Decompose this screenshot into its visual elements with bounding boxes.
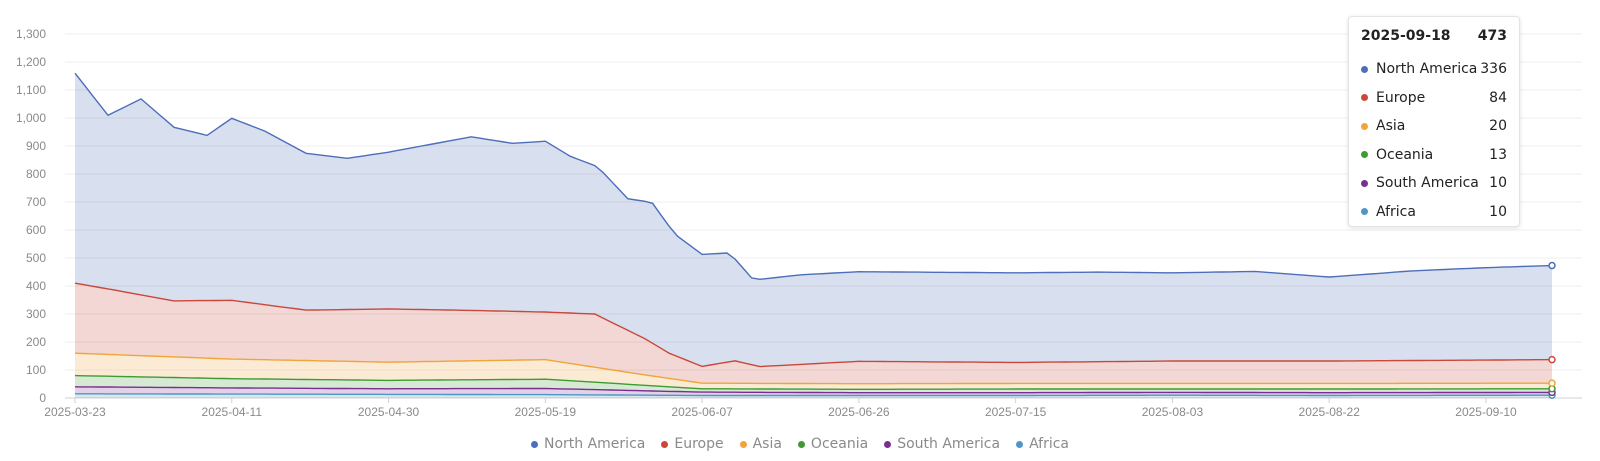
line-oceania (74, 374, 1552, 390)
tooltip-date: 2025-09-18 (1361, 28, 1451, 44)
area-europe (75, 283, 1552, 384)
tooltip: 2025-09-18 473 North America 336 Europe 84 A… (1348, 16, 1520, 227)
legend-item-asia[interactable]: Asia (739, 436, 782, 452)
tooltip-series-name: North America (1376, 61, 1478, 78)
marker-asia (1548, 379, 1556, 387)
x-tick-label: 2025-07-15 (985, 405, 1047, 419)
y-tick-label: 300 (26, 307, 46, 321)
tooltip-series-value: 10 (1489, 175, 1507, 192)
x-tick-label: 2025-09-10 (1455, 405, 1517, 419)
tooltip-series-value: 84 (1489, 89, 1507, 106)
legend-item-south-america[interactable]: South America (884, 436, 1000, 452)
y-tick-label: 800 (26, 167, 46, 181)
tooltip-row: Europe 84 (1349, 84, 1519, 113)
x-tick-label: 2025-05-19 (515, 405, 577, 419)
tooltip-row: Africa 10 (1349, 198, 1519, 227)
y-tick-label: 600 (26, 223, 46, 237)
legend-label: Africa (1029, 436, 1070, 452)
legend-label: Oceania (810, 436, 869, 452)
tooltip-header: 2025-09-18 473 (1349, 17, 1519, 55)
tooltip-series-value: 336 (1480, 61, 1507, 78)
tooltip-series-value: 10 (1489, 203, 1507, 220)
legend-dot-icon (530, 440, 538, 448)
y-tick-label: 1,300 (16, 27, 46, 41)
tooltip-series-name: Europe (1376, 89, 1426, 106)
x-tick-label: 2025-08-22 (1299, 405, 1361, 419)
legend-item-oceania[interactable]: Oceania (797, 436, 869, 452)
y-axis-ticks: 0 100 200 300 400 500 600 700 800 900 1,000 1,100 1,… (16, 27, 46, 405)
legend-dot-icon (797, 440, 805, 448)
series-areas (75, 73, 1552, 398)
y-tick-label: 700 (26, 195, 46, 209)
legend: North America Europe Asia Oceania South Amer… (0, 436, 1600, 452)
tooltip-series-name: Oceania (1376, 146, 1434, 163)
y-tick-label: 100 (26, 363, 46, 377)
area-asia (75, 353, 1552, 390)
tooltip-row: Asia 20 (1349, 112, 1519, 141)
area-north-america (75, 73, 1552, 367)
legend-label: South America (897, 436, 1001, 452)
y-tick-label: 1,200 (16, 55, 46, 69)
tooltip-row: South America 10 (1349, 169, 1519, 198)
legend-label: Europe (674, 436, 724, 452)
y-tick-label: 900 (26, 139, 46, 153)
legend-item-north-america[interactable]: North America (530, 436, 646, 452)
tooltip-series-value: 20 (1489, 118, 1507, 135)
line-north-america (74, 72, 1553, 281)
x-tick-label: 2025-03-23 (44, 405, 106, 419)
y-tick-label: 1,100 (16, 83, 46, 97)
x-tick-label: 2025-08-03 (1142, 405, 1204, 419)
legend-item-europe[interactable]: Europe (661, 436, 724, 452)
y-tick-label: 0 (39, 391, 46, 405)
legend-dot-icon (661, 440, 669, 448)
legend-label: North America (543, 436, 646, 452)
series-dot-icon (1361, 208, 1368, 216)
series-dot-icon (1361, 94, 1368, 102)
series-dot-icon (1361, 151, 1368, 159)
grid-lines (65, 33, 1582, 399)
x-tick-label: 2025-06-26 (828, 405, 890, 419)
tooltip-row: North America 336 (1349, 55, 1519, 84)
line-africa (75, 393, 1552, 397)
tooltip-series-value: 13 (1489, 146, 1507, 163)
x-tick-label: 2025-06-07 (671, 405, 733, 419)
series-dot-icon (1361, 122, 1368, 130)
marker-europe (1548, 355, 1556, 364)
line-europe (74, 282, 1553, 368)
legend-dot-icon (1016, 440, 1024, 448)
line-asia (74, 352, 1552, 385)
tooltip-row: Oceania 13 (1349, 141, 1519, 170)
x-axis-ticks: 2025-03-23 2025-04-11 2025-04-30 2025-05-19… (44, 398, 1517, 419)
series-dot-icon (1361, 179, 1368, 187)
y-tick-label: 200 (26, 335, 46, 349)
y-tick-label: 1,000 (16, 111, 46, 125)
legend-dot-icon (884, 440, 892, 448)
x-tick-label: 2025-04-11 (202, 405, 263, 419)
legend-label: Asia (752, 436, 782, 452)
marker-north-america (1548, 261, 1556, 270)
tooltip-series-name: Africa (1376, 203, 1416, 220)
series-lines (74, 72, 1553, 397)
tooltip-series-name: South America (1376, 175, 1479, 192)
series-dot-icon (1361, 65, 1368, 73)
x-tick-label: 2025-04-30 (358, 405, 420, 419)
legend-item-africa[interactable]: Africa (1016, 436, 1069, 452)
hover-markers (1548, 261, 1556, 399)
tooltip-series-name: Asia (1376, 118, 1406, 135)
y-tick-label: 400 (26, 279, 46, 293)
tooltip-total: 473 (1477, 28, 1507, 44)
legend-dot-icon (739, 440, 747, 448)
line-south-america (74, 386, 1552, 394)
y-tick-label: 500 (26, 251, 46, 265)
